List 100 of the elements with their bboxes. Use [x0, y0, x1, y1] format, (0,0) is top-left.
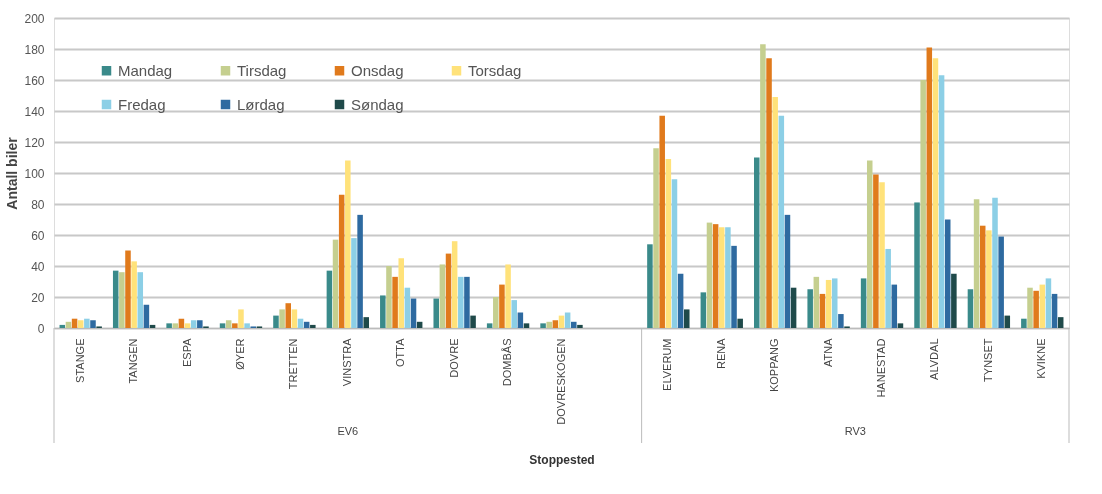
- bar: [445, 253, 452, 328]
- bar: [464, 276, 470, 328]
- x-tick-label: KVIKNE: [1035, 338, 1048, 379]
- bar: [571, 321, 577, 328]
- bar: [659, 115, 665, 328]
- bar: [523, 323, 530, 328]
- x-tick-label: HANESTAD: [875, 338, 888, 398]
- bar: [754, 157, 760, 328]
- bar: [357, 214, 363, 328]
- bar: [351, 238, 357, 328]
- bar: [172, 323, 179, 328]
- y-tick-label: 120: [24, 135, 45, 150]
- bar: [873, 174, 879, 328]
- bar: [653, 148, 659, 328]
- x-tick-label: OTTA: [394, 337, 407, 368]
- bar: [1021, 318, 1027, 328]
- text: RV3: [844, 425, 866, 437]
- bar: [470, 315, 476, 328]
- bar: [386, 266, 392, 328]
- bar: [897, 323, 904, 328]
- bar: [891, 284, 898, 328]
- bar: [345, 160, 351, 328]
- bar: [737, 318, 743, 328]
- bar: [404, 287, 411, 328]
- x-tick-label: TYNSET: [981, 338, 994, 382]
- bar: [273, 315, 279, 328]
- bar: [451, 241, 458, 328]
- legend-label: Fredag: [118, 95, 166, 113]
- x-tick-label: ATNA: [821, 337, 834, 368]
- x-tick-label: DOVRE: [447, 338, 460, 378]
- bar: [665, 159, 672, 328]
- bar: [1039, 284, 1046, 328]
- bar: [831, 278, 838, 328]
- bar: [920, 80, 926, 328]
- text: EV6: [337, 425, 359, 437]
- bar: [332, 239, 339, 328]
- bar: [493, 297, 499, 328]
- bar: [819, 293, 826, 328]
- x-tick-label: ALVDAL: [928, 338, 941, 380]
- bar: [926, 47, 933, 328]
- bar: [119, 272, 125, 328]
- bar: [677, 273, 684, 328]
- bar: [577, 324, 583, 328]
- bar: [486, 323, 493, 328]
- bar: [778, 115, 785, 328]
- x-tick-label: DOVRESKOGEN: [554, 338, 567, 425]
- bar: [232, 323, 238, 328]
- x-tick-label: ØYER: [233, 338, 246, 370]
- bar: [166, 323, 172, 328]
- bar: [190, 320, 197, 328]
- bar: [1051, 293, 1058, 328]
- x-tick-label: DOMBÅS: [501, 338, 514, 387]
- legend-label: Onsdag: [351, 61, 404, 79]
- x-tick-label: KOPPANG: [768, 338, 781, 393]
- bar: [973, 199, 980, 328]
- bar: [1033, 290, 1039, 328]
- bar: [992, 197, 998, 328]
- bar: [684, 309, 690, 328]
- bar: [967, 289, 974, 328]
- bar: [285, 303, 292, 328]
- bar: [944, 219, 951, 328]
- y-tick-label: 160: [24, 73, 45, 88]
- bar: [143, 304, 150, 328]
- x-tick-label: RENA: [714, 337, 727, 370]
- y-tick-label: 60: [31, 228, 45, 243]
- bar: [731, 245, 737, 328]
- bar: [363, 317, 369, 328]
- bar: [511, 300, 517, 328]
- bar: [433, 298, 439, 328]
- y-tick-label: 180: [24, 42, 45, 57]
- bar: [866, 160, 873, 328]
- bar: [279, 309, 285, 328]
- legend-label: Tirsdag: [237, 61, 287, 79]
- x-tick-label: ELVERUM: [661, 338, 674, 391]
- y-axis-title: Antall biler: [4, 136, 21, 210]
- bar: [244, 323, 250, 328]
- bar: [112, 270, 119, 328]
- bar: [813, 276, 820, 328]
- bar: [184, 323, 191, 328]
- bar: [392, 276, 398, 328]
- x-tick-label: STANGE: [73, 338, 86, 383]
- legend-label: Lørdag: [237, 95, 285, 113]
- x-axis-title: Stoppested: [529, 452, 595, 467]
- bar: [719, 227, 725, 328]
- bar: [671, 179, 678, 328]
- bar: [1045, 278, 1052, 328]
- y-tick-label: 40: [31, 259, 45, 274]
- bar: [647, 244, 653, 328]
- bar: [879, 182, 885, 328]
- bar: [225, 320, 232, 328]
- bar: [951, 273, 957, 328]
- bar: [825, 279, 832, 328]
- bar: [807, 289, 813, 328]
- bar: [1057, 317, 1064, 328]
- bar: [338, 194, 345, 328]
- bar: [131, 261, 137, 328]
- bar: [552, 320, 559, 328]
- legend-label: Torsdag: [468, 61, 522, 79]
- bar: [1027, 287, 1033, 328]
- bar: [838, 314, 844, 328]
